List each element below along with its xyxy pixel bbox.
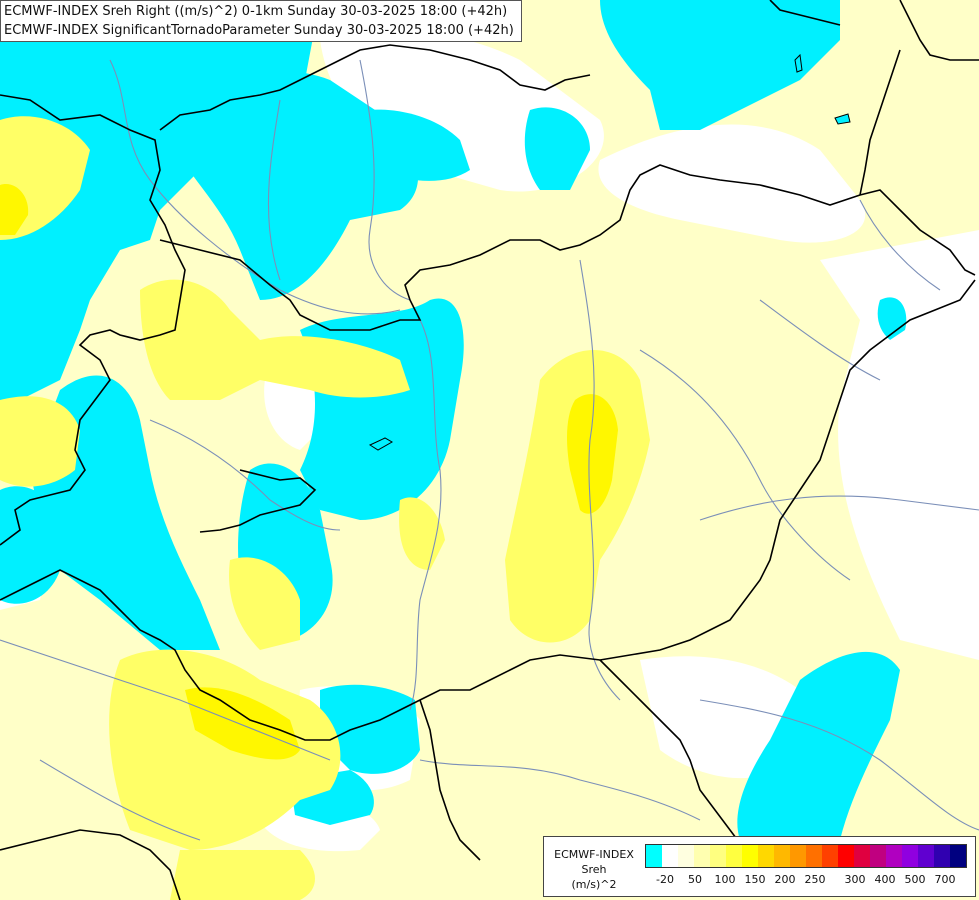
strong-yellow-regions <box>0 184 618 760</box>
legend-tick-label: 50 <box>688 873 703 886</box>
legend-title-line-2: Sreh <box>581 863 607 876</box>
legend-swatch <box>790 845 806 867</box>
legend-swatch <box>886 845 902 867</box>
legend-swatch <box>710 845 726 867</box>
legend-swatch <box>838 845 854 867</box>
legend-tick-label: 700 <box>934 873 956 886</box>
title-line-1: ECMWF-INDEX Sreh Right ((m/s)^2) 0-1km S… <box>4 4 508 19</box>
legend-tick-label: 300 <box>844 873 866 886</box>
title-line-2: ECMWF-INDEX SignificantTornadoParameter … <box>4 23 514 38</box>
legend-tick-label: 100 <box>714 873 736 886</box>
legend-swatch <box>950 845 966 867</box>
legend-swatch <box>902 845 918 867</box>
legend-swatch <box>934 845 950 867</box>
legend-tick-label: 250 <box>804 873 826 886</box>
legend-tick-label: 500 <box>904 873 926 886</box>
legend-swatch <box>662 845 678 867</box>
rivers <box>0 59 979 841</box>
legend-color-bar <box>645 844 967 868</box>
legend-swatch <box>646 845 662 867</box>
legend-title-line-1: ECMWF-INDEX <box>554 848 634 861</box>
legend-swatch <box>678 845 694 867</box>
map-title-box: ECMWF-INDEX Sreh Right ((m/s)^2) 0-1km S… <box>0 0 522 42</box>
legend-swatch <box>918 845 934 867</box>
legend-swatch <box>758 845 774 867</box>
legend-swatch <box>726 845 742 867</box>
legend-swatch <box>870 845 886 867</box>
legend-swatch <box>742 845 758 867</box>
legend-swatch <box>822 845 838 867</box>
legend-swatch <box>854 845 870 867</box>
legend-tick-label: 400 <box>874 873 896 886</box>
legend-tick-label: 200 <box>774 873 796 886</box>
legend-tick-labels: -20 50 100 150 200 250 300 400 500 700 <box>645 873 965 887</box>
lakes <box>368 53 851 451</box>
legend-swatch <box>774 845 790 867</box>
legend-tick-label: 150 <box>744 873 766 886</box>
legend-title: ECMWF-INDEX Sreh (m/s)^2 <box>548 847 640 892</box>
legend-swatch <box>806 845 822 867</box>
legend-tick-label: -20 <box>656 873 674 886</box>
color-legend: ECMWF-INDEX Sreh (m/s)^2 -20 50 100 150 200 2… <box>543 836 976 897</box>
legend-swatch <box>694 845 710 867</box>
legend-title-line-3: (m/s)^2 <box>571 878 617 891</box>
